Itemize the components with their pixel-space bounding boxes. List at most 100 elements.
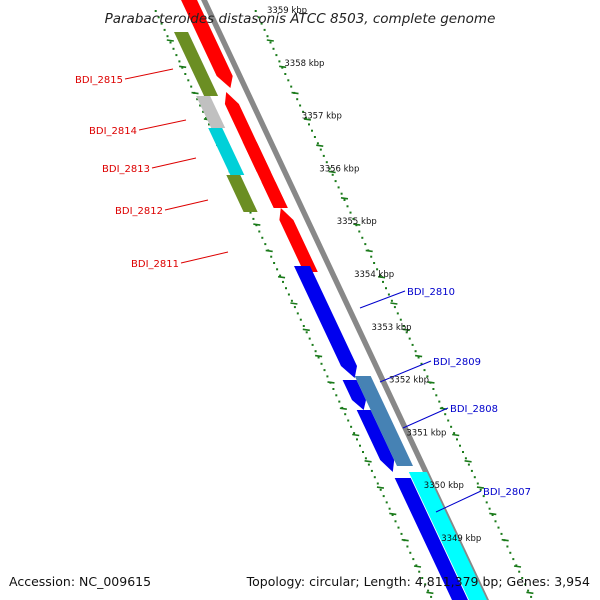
gene-arrow-red — [279, 208, 318, 272]
minor-tick — [379, 274, 382, 277]
minor-tick — [346, 205, 349, 208]
kbp-label: 3356 kbp — [319, 164, 359, 174]
minor-tick — [430, 595, 433, 598]
major-ticks — [166, 39, 534, 595]
minor-tick — [421, 577, 424, 579]
minor-tick — [500, 532, 503, 535]
minor-tick — [282, 280, 284, 283]
minor-tick — [349, 211, 352, 214]
major-tick — [339, 407, 347, 410]
minor-tick — [261, 236, 264, 239]
minor-tick — [281, 66, 284, 69]
minor-tick — [376, 482, 379, 485]
major-tick — [166, 39, 174, 42]
minor-tick — [470, 469, 473, 472]
backbone-line — [201, 0, 489, 600]
gene-box-steel — [354, 376, 413, 466]
label-leader-line — [359, 290, 406, 309]
minor-tick — [208, 123, 210, 126]
minor-tick — [340, 192, 343, 195]
kbp-label: 3351 kbp — [406, 428, 446, 438]
minor-tick — [266, 35, 269, 38]
minor-tick — [473, 476, 476, 479]
gene-label-reverse: BDI_2815 — [75, 75, 123, 86]
accession-label: Accession: NC_009615 — [9, 574, 151, 589]
minor-tick — [290, 299, 293, 302]
minor-tick — [202, 110, 205, 113]
minor-tick — [172, 47, 175, 50]
major-tick — [489, 512, 497, 516]
minor-tick — [361, 236, 364, 239]
minor-tick — [524, 583, 527, 586]
major-tick — [427, 381, 435, 384]
minor-tick — [331, 173, 334, 176]
minor-tick — [424, 583, 427, 586]
gene-arrow-red — [181, 0, 233, 88]
gene-arrow-blue — [356, 410, 395, 472]
map-title: Parabacteroides distasonis ATCC 8503, co… — [105, 11, 496, 27]
minor-tick — [521, 577, 524, 579]
minor-tick — [390, 299, 393, 302]
minor-tick — [444, 413, 447, 416]
minor-tick — [373, 476, 376, 479]
minor-tick — [166, 35, 169, 38]
minor-tick — [269, 41, 272, 44]
right-tick-track — [254, 10, 533, 598]
minor-tick — [382, 495, 385, 498]
left-tick-track — [154, 10, 433, 598]
minor-tick — [447, 419, 450, 422]
minor-tick — [276, 268, 279, 271]
major-tick — [415, 354, 423, 358]
minor-tick — [353, 432, 356, 435]
major-tick — [303, 118, 311, 121]
minor-tick — [299, 318, 302, 321]
minor-tick — [417, 356, 420, 359]
minor-tick — [302, 110, 305, 113]
minor-tick — [370, 469, 373, 472]
minor-tick — [249, 211, 252, 214]
major-tick — [315, 354, 323, 358]
minor-tick — [459, 444, 461, 447]
major-tick — [253, 223, 261, 226]
major-tick — [328, 170, 336, 174]
genome-summary: Topology: circular; Length: 4,811,379 bp… — [246, 574, 590, 589]
kbp-labels: 3359 kbp 3358 kbp 3357 kbp 3356 kbp 3355 kbp… — [267, 6, 481, 544]
minor-tick — [299, 104, 302, 107]
major-tick — [290, 302, 298, 305]
minor-tick — [181, 66, 184, 69]
label-leader-line — [180, 251, 229, 264]
minor-tick — [285, 287, 287, 290]
minor-tick — [258, 230, 261, 233]
kbp-label: 3359 kbp — [267, 6, 307, 16]
major-tick — [352, 433, 360, 437]
minor-tick — [154, 10, 157, 12]
minor-tick — [393, 306, 396, 309]
minor-tick — [411, 343, 414, 346]
minor-tick — [412, 558, 415, 561]
genome-backbone — [201, 0, 489, 600]
minor-tick — [506, 545, 509, 548]
gene-arrow-blue — [294, 266, 357, 378]
minor-tick — [453, 432, 456, 435]
label-leader-line — [379, 360, 432, 383]
minor-tick — [160, 22, 163, 25]
minor-tick — [394, 520, 397, 523]
major-tick — [401, 538, 409, 542]
gene-label-forward: BDI_2807 — [483, 487, 531, 498]
minor-tick — [175, 54, 178, 57]
minor-tick — [252, 217, 255, 220]
minor-tick — [290, 85, 293, 88]
minor-tick — [414, 350, 417, 353]
minor-tick — [488, 507, 491, 510]
major-tick — [413, 565, 422, 568]
minor-tick — [272, 47, 275, 50]
minor-tick — [287, 293, 290, 296]
minor-tick — [376, 268, 379, 271]
minor-tick — [337, 186, 340, 189]
minor-tick — [426, 375, 429, 378]
kbp-label: 3353 kbp — [372, 323, 412, 333]
minor-tick — [370, 255, 373, 258]
minor-tick — [320, 362, 323, 365]
major-tick — [266, 39, 274, 42]
